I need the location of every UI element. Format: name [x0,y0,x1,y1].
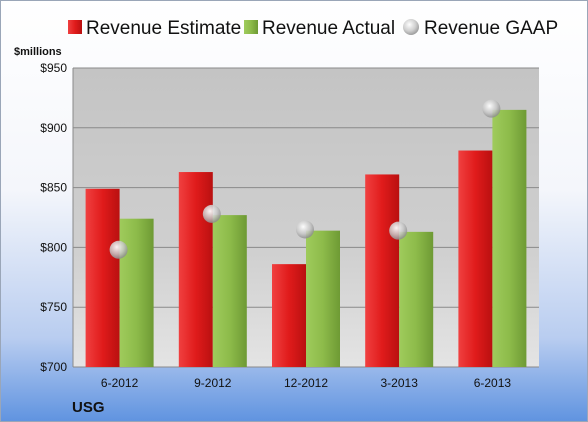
bar-revenue-estimate [458,150,493,367]
x-tick-label: 6-2012 [101,376,139,390]
x-tick-labels: 6-2012 9-2012 12-2012 3-2013 6-2013 [101,376,511,390]
legend-swatch-actual [244,20,258,34]
bar-revenue-estimate [178,172,213,367]
legend-swatch-estimate [68,20,82,34]
bar-revenue-actual [399,231,434,367]
bars-layer [85,109,527,368]
y-tick-label: $850 [40,181,67,195]
y-tick-label: $900 [40,121,67,135]
x-tick-label: 12-2012 [284,376,328,390]
legend-label-estimate: Revenue Estimate [86,18,241,39]
marker-revenue-gaap [202,204,221,223]
bar-revenue-estimate [85,188,120,367]
bar-revenue-estimate [365,174,400,367]
x-tick-label: 6-2013 [474,376,512,390]
marker-revenue-gaap [389,221,408,240]
legend: Revenue Estimate Revenue Actual Revenue … [68,18,558,39]
y-tick-label: $950 [40,61,67,75]
markers-layer [109,99,501,259]
bar-revenue-actual [212,215,247,367]
y-tick-labels: $700 $750 $800 $850 $900 $950 [40,61,67,374]
y-tick-label: $800 [40,240,67,254]
legend-marker-gaap [403,19,419,35]
marker-revenue-gaap [109,240,128,259]
y-tick-label: $700 [40,360,67,374]
bar-revenue-actual [306,230,340,367]
company-label: USG [72,399,105,416]
marker-revenue-gaap [482,99,501,118]
y-tick-label: $750 [40,300,67,314]
bar-revenue-estimate [272,264,306,367]
x-tick-label: 9-2012 [194,376,232,390]
legend-label-gaap: Revenue GAAP [424,18,558,39]
bar-revenue-actual [119,218,154,367]
marker-revenue-gaap [296,220,314,239]
y-axis-unit-label: $millions [14,46,62,58]
bar-revenue-actual [492,109,527,368]
x-tick-label: 3-2013 [381,376,419,390]
legend-label-actual: Revenue Actual [262,18,395,39]
